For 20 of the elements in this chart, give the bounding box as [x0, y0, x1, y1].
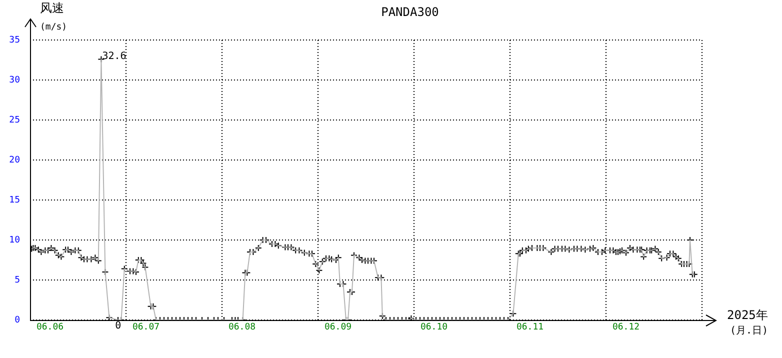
- y-tick-label: 20: [9, 155, 20, 166]
- x-tick-label: 06.07: [132, 322, 160, 333]
- x-tick-label: 06.06: [36, 322, 64, 333]
- x-tick-label: 06.11: [516, 322, 544, 333]
- y-tick-label: 5: [14, 275, 20, 286]
- x-tick-label: 06.10: [420, 322, 448, 333]
- y-tick-label: 25: [9, 115, 20, 126]
- y-tick-label: 10: [9, 235, 20, 246]
- annotation: 32.6: [102, 50, 126, 62]
- y-axis-title: 风速 (m/s): [40, 1, 68, 32]
- y-tick-label: 15: [9, 195, 20, 206]
- annotation: 0: [115, 320, 122, 332]
- chart-title: PANDA300: [381, 5, 439, 20]
- x-tick-label: 06.08: [228, 322, 256, 333]
- x-tick-label: 06.09: [324, 322, 352, 333]
- y-tick-label: 0: [14, 315, 20, 326]
- y-tick-label: 30: [9, 75, 20, 86]
- x-axis-title: 2025年 (月.日): [727, 308, 768, 337]
- y-tick-label: 35: [9, 35, 20, 46]
- x-tick-label: 06.12: [612, 322, 640, 333]
